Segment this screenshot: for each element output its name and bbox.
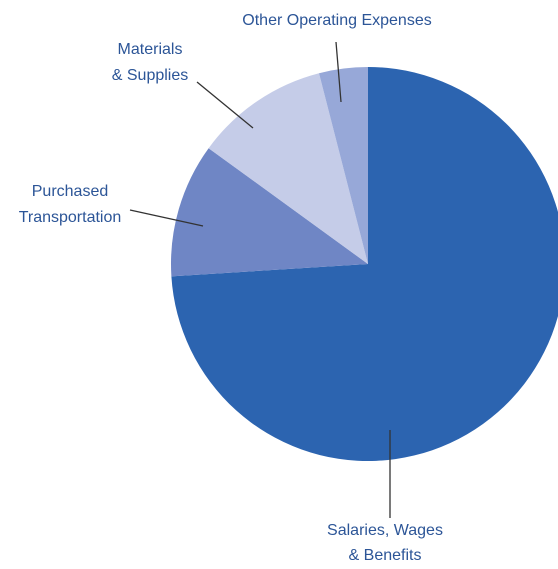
slice-label: Transportation [19,209,122,226]
pie-slice [171,148,368,277]
leader-line [129,209,204,227]
slice-label: & Supplies [112,67,189,84]
slice-label: & Benefits [349,547,422,564]
slice-label: Salaries, Wages [327,522,443,539]
slice-label: Purchased [32,183,109,200]
pie-slice [319,67,368,264]
pie-slice [171,67,558,461]
leader-line [196,81,254,129]
pie-slice [208,73,368,264]
slice-label: Materials [118,41,183,58]
leader-line [335,41,342,103]
slice-label: Other Operating Expenses [242,12,431,29]
